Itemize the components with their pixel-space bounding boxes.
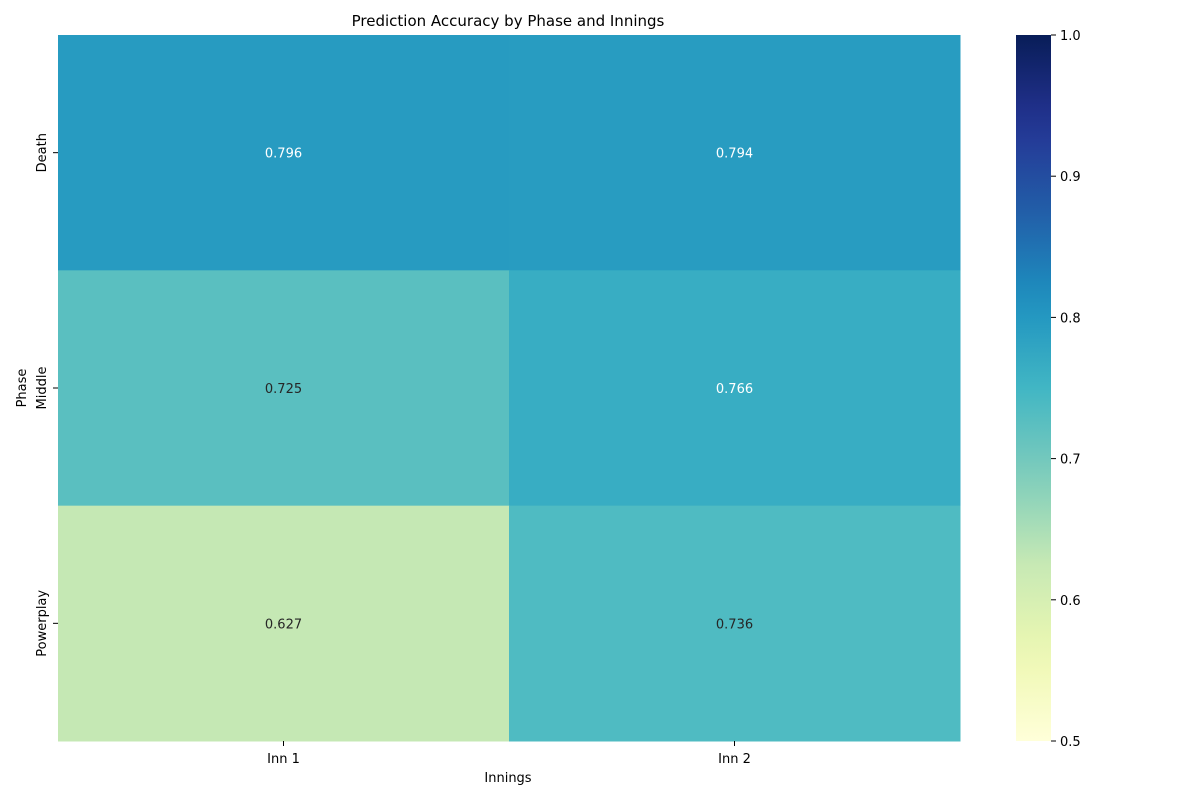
heatmap-cell — [58, 505, 510, 742]
y-axis: Death Middle Powerplay — [35, 133, 58, 657]
heatmap-cell — [509, 505, 961, 742]
chart-title: Prediction Accuracy by Phase and Innings — [352, 12, 665, 30]
y-tick-label: Death — [35, 133, 50, 172]
heatmap-cell — [509, 270, 961, 507]
y-axis-label: Phase — [15, 369, 30, 408]
heatmap-cell — [58, 270, 510, 507]
cell-value-label: 0.627 — [265, 617, 302, 632]
colorbar-ticks: 0.5 0.6 0.7 0.8 0.9 1.0 — [1051, 29, 1081, 750]
colorbar-tick-label: 0.5 — [1060, 735, 1081, 750]
cell-value-label: 0.766 — [716, 382, 753, 397]
colorbar: 0.5 0.6 0.7 0.8 0.9 1.0 — [1016, 29, 1081, 750]
colorbar-tick-label: 0.6 — [1060, 594, 1081, 609]
cell-value-label: 0.736 — [716, 617, 753, 632]
y-tick-label: Middle — [35, 367, 50, 410]
x-tick-label: Inn 1 — [267, 752, 300, 767]
colorbar-tick-label: 0.9 — [1060, 170, 1081, 185]
heatmap-cell — [58, 35, 510, 271]
colorbar-tick-label: 1.0 — [1060, 29, 1081, 44]
heatmap-cell-labels: 0.796 0.794 0.725 0.766 0.627 0.736 — [265, 147, 753, 633]
colorbar-tick-label: 0.7 — [1060, 453, 1081, 468]
y-tick-label: Powerplay — [35, 590, 50, 657]
x-axis-label: Innings — [484, 771, 531, 786]
x-axis: Inn 1 Inn 2 — [267, 741, 751, 767]
x-tick-label: Inn 2 — [718, 752, 751, 767]
colorbar-gradient — [1016, 35, 1051, 741]
colorbar-tick-label: 0.8 — [1060, 311, 1081, 326]
heatmap-cells — [58, 35, 961, 742]
cell-value-label: 0.794 — [716, 147, 753, 162]
heatmap-cell — [509, 35, 961, 271]
cell-value-label: 0.796 — [265, 147, 302, 162]
cell-value-label: 0.725 — [265, 382, 302, 397]
